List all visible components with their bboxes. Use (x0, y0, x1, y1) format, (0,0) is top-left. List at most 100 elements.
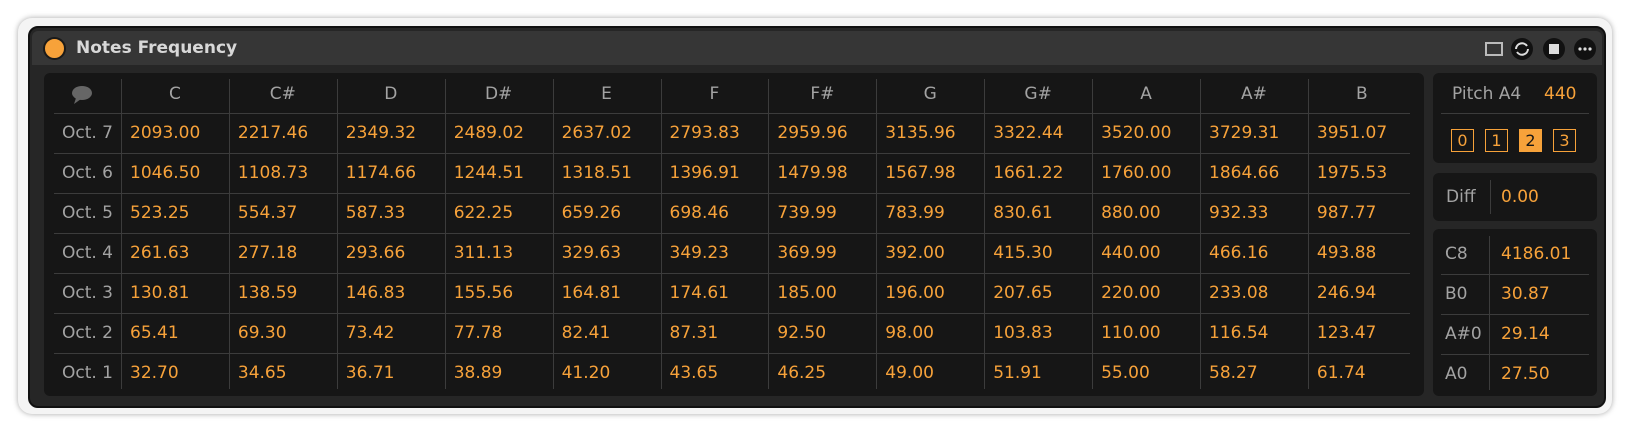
table-panel (44, 73, 1424, 396)
column-divider (1307, 79, 1309, 389)
pitch-divider (1441, 113, 1589, 114)
column-divider (444, 79, 446, 389)
frequency-cell: 1244.51 (453, 163, 524, 183)
frequency-cell: 185.00 (777, 283, 837, 303)
frequency-cell: 466.16 (1209, 243, 1269, 263)
diff-divider (1490, 180, 1491, 214)
frequency-cell: 3135.96 (885, 123, 956, 143)
frequency-cell: 554.37 (237, 203, 298, 223)
frequency-cell: 830.61 (993, 203, 1053, 223)
column-header: F# (810, 84, 835, 104)
frequency-cell: 220.00 (1101, 283, 1161, 303)
frequency-cell: 440.00 (1101, 243, 1161, 263)
frequency-cell: 73.42 (345, 323, 395, 343)
frequency-cell: 32.70 (130, 363, 179, 383)
frequency-cell: 2217.46 (237, 123, 309, 143)
frequency-cell: 261.63 (130, 243, 190, 263)
limits-row-divider (1441, 314, 1589, 315)
row-divider (54, 113, 1410, 114)
frequency-cell: 1174.66 (345, 163, 417, 183)
frequency-cell: 1318.51 (561, 163, 632, 183)
diff-panel (1433, 173, 1597, 221)
row-divider (54, 193, 1410, 194)
title: Notes Frequency (76, 38, 238, 58)
frequency-cell: 77.78 (453, 323, 503, 343)
limit-value: 30.87 (1501, 284, 1550, 304)
column-header: A (1140, 84, 1152, 104)
frequency-cell: 69.30 (237, 323, 287, 343)
frequency-cell: 392.00 (885, 243, 945, 263)
column-header: G (923, 84, 937, 104)
row-divider (54, 313, 1410, 314)
column-divider (876, 79, 878, 389)
column-divider (121, 79, 122, 389)
frequency-cell: 3729.31 (1209, 123, 1280, 143)
diff-label: Diff (1446, 187, 1476, 207)
frequency-cell: 110.00 (1101, 323, 1161, 343)
frequency-cell: 277.18 (237, 243, 298, 263)
limit-value: 29.14 (1501, 324, 1550, 344)
frequency-cell: 196.00 (885, 283, 945, 303)
frequency-cell: 1046.50 (130, 163, 201, 183)
frequency-cell: 103.83 (993, 323, 1053, 343)
frequency-cell: 3951.07 (1316, 123, 1388, 143)
frequency-cell: 293.66 (345, 243, 406, 263)
frequency-cell: 58.27 (1209, 363, 1258, 383)
column-header: F (709, 84, 720, 104)
frequency-cell: 659.26 (561, 203, 622, 223)
frequency-cell: 155.56 (453, 283, 514, 303)
icon-calendar[interactable] (1485, 42, 1503, 56)
column-divider (768, 79, 770, 389)
frequency-cell: 51.91 (993, 363, 1042, 383)
frequency-cell: 138.59 (237, 283, 298, 303)
frequency-cell: 739.99 (777, 203, 837, 223)
icon-refresh[interactable] (1511, 38, 1533, 60)
column-divider (660, 79, 662, 389)
dot (1583, 47, 1587, 51)
octave-button[interactable]: 1 (1485, 129, 1508, 152)
frequency-cell: 233.08 (1209, 283, 1269, 303)
frequency-cell: 207.65 (993, 283, 1053, 303)
frequency-cell: 698.46 (669, 203, 729, 223)
limits-row-divider (1441, 354, 1589, 355)
column-divider (336, 79, 338, 389)
frequency-cell: 38.89 (453, 363, 503, 383)
frequency-cell: 34.65 (237, 363, 287, 383)
octave-button[interactable]: 0 (1451, 129, 1474, 152)
pitch-panel (1433, 73, 1597, 163)
frequency-cell: 146.83 (345, 283, 406, 303)
pitch-label: Pitch A4 (1452, 84, 1522, 104)
dot (1578, 47, 1582, 51)
limit-value: 27.50 (1501, 364, 1550, 384)
frequency-cell: 82.41 (561, 323, 611, 343)
frequency-cell: 65.41 (130, 323, 179, 343)
frequency-cell: 415.30 (993, 243, 1053, 263)
frequency-cell: 1479.98 (777, 163, 848, 183)
diff-value: 0.00 (1501, 187, 1539, 207)
frequency-cell: 783.99 (885, 203, 945, 223)
frequency-cell: 3520.00 (1101, 123, 1172, 143)
frequency-cell: 1396.91 (669, 163, 740, 183)
column-divider (1092, 79, 1094, 389)
column-header: C# (269, 84, 296, 104)
frequency-cell: 55.00 (1101, 363, 1150, 383)
octave-button-selected[interactable]: 2 (1519, 129, 1542, 152)
frequency-cell: 174.61 (669, 283, 729, 303)
row-label: Oct. 5 (61, 203, 114, 223)
row-label: Oct. 2 (61, 323, 114, 343)
frequency-cell: 1760.00 (1101, 163, 1172, 183)
column-divider (228, 79, 230, 389)
frequency-cell: 130.81 (130, 283, 190, 303)
column-divider (984, 79, 986, 389)
frequency-cell: 1661.22 (993, 163, 1064, 183)
frequency-cell: 123.47 (1316, 323, 1377, 343)
frequency-cell: 246.94 (1316, 283, 1377, 303)
row-divider (54, 273, 1410, 274)
frequency-cell: 87.31 (669, 323, 719, 343)
octave-button[interactable]: 3 (1553, 129, 1576, 152)
frequency-cell: 880.00 (1101, 203, 1161, 223)
power-button[interactable] (43, 37, 66, 60)
frequency-cell: 43.65 (669, 363, 719, 383)
icon-refresh-glyph (1515, 42, 1529, 56)
